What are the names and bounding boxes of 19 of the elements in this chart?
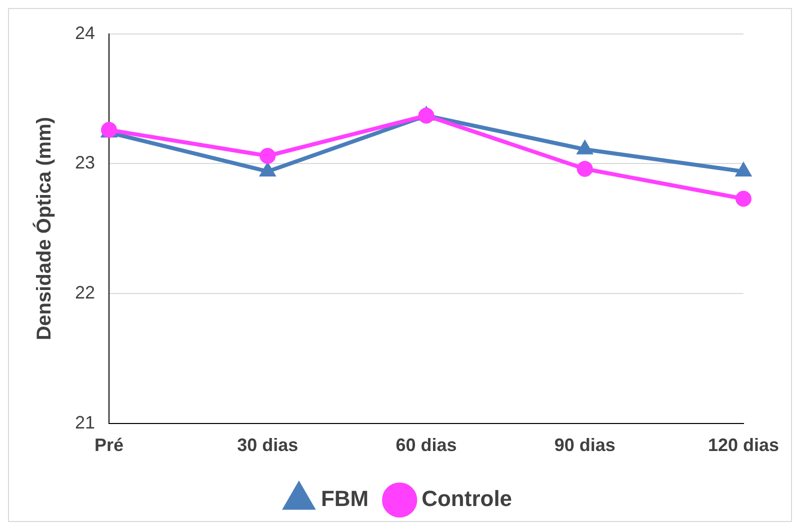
- legend-label: FBM: [320, 486, 369, 512]
- x-tick-label: 60 dias: [396, 435, 457, 456]
- x-tick-label: Pré: [94, 435, 124, 456]
- y-tick-label: 24: [74, 22, 96, 43]
- point: [260, 148, 276, 164]
- y-tick-label: 23: [74, 152, 96, 173]
- y-axis-title: Densidade Óptica (mm): [32, 116, 56, 340]
- x-tick-label: 90 dias: [554, 435, 616, 456]
- point: [576, 160, 593, 177]
- legend-label: Controle: [422, 486, 512, 512]
- y-tick-label: 21: [74, 412, 96, 432]
- point: [418, 108, 434, 124]
- x-tick-label: 120 dias: [708, 435, 780, 456]
- x-tick-label: 30 dias: [237, 435, 298, 456]
- point: [578, 141, 592, 154]
- point: [736, 163, 751, 176]
- y-tick-label: 22: [74, 282, 96, 302]
- point: [735, 190, 752, 207]
- point: [260, 163, 275, 176]
